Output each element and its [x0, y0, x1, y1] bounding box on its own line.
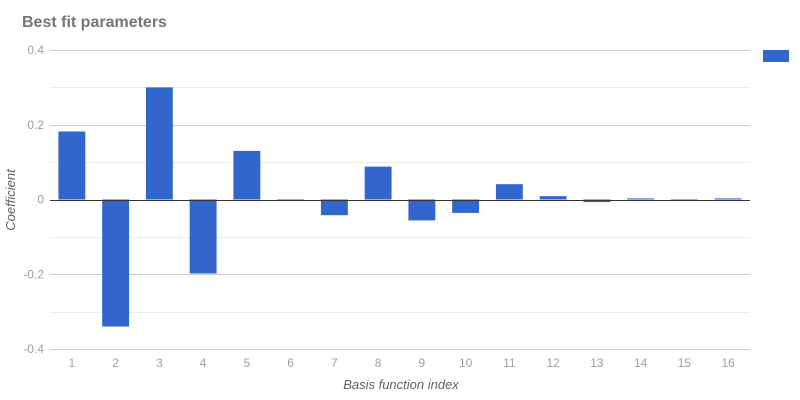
bar: [364, 166, 392, 200]
x-tick-label: 13: [590, 356, 604, 370]
y-axis-ticks: 0.4 0.2 0 -0.2 -0.4: [23, 43, 44, 356]
x-tick-label: 10: [459, 356, 473, 370]
x-tick-label: 8: [375, 356, 382, 370]
y-tick-label: 0.2: [27, 118, 44, 132]
bar: [102, 199, 130, 327]
chart-title: Best fit parameters: [22, 14, 167, 31]
x-tick-label: 16: [721, 356, 735, 370]
x-axis-ticks: 1 2 3 4 5 6 7 8 9 10 11 12 13 14 15 16: [69, 356, 736, 370]
x-tick-label: 7: [331, 356, 338, 370]
bar: [233, 150, 261, 200]
legend-swatch: [763, 50, 789, 62]
bar: [408, 199, 436, 221]
bar: [670, 199, 698, 201]
bars: [58, 87, 742, 327]
x-tick-label: 11: [503, 356, 516, 370]
x-tick-label: 4: [200, 356, 207, 370]
bar: [189, 199, 217, 274]
bar: [277, 199, 305, 201]
x-tick-label: 1: [69, 356, 76, 370]
y-tick-label: -0.4: [23, 342, 44, 356]
bar: [145, 87, 173, 200]
x-tick-label: 2: [112, 356, 119, 370]
x-tick-label: 12: [546, 356, 560, 370]
bar: [58, 131, 86, 200]
y-tick-label: -0.2: [23, 267, 44, 281]
x-tick-label: 9: [419, 356, 426, 370]
x-tick-label: 3: [156, 356, 163, 370]
bar: [539, 196, 567, 200]
x-tick-label: 6: [287, 356, 294, 370]
x-tick-label: 5: [244, 356, 251, 370]
y-tick-label: 0.4: [27, 43, 44, 57]
x-axis-title: Basis function index: [343, 377, 459, 392]
bar: [320, 199, 348, 216]
bar: [714, 198, 742, 200]
y-axis-title: Coefficient: [3, 168, 18, 231]
bar: [495, 184, 523, 200]
bar: [452, 199, 480, 213]
legend: [763, 50, 789, 62]
bar: [627, 198, 655, 200]
x-tick-label: 15: [678, 356, 692, 370]
x-tick-label: 14: [634, 356, 648, 370]
y-tick-label: 0: [37, 193, 44, 207]
